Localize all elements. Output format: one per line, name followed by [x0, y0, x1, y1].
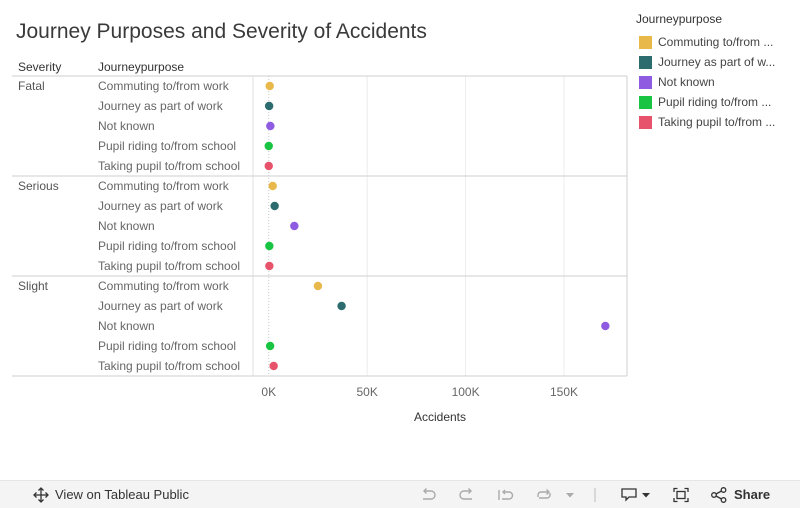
legend-swatch	[639, 75, 652, 89]
fullscreen-button[interactable]	[672, 481, 690, 508]
data-point-slight-3	[265, 341, 275, 351]
revert-button[interactable]	[497, 481, 515, 508]
purpose-label: Journey as part of work	[98, 199, 224, 213]
move-icon	[33, 486, 49, 503]
data-point-slight-1	[337, 301, 346, 311]
purpose-label: Not known	[98, 119, 155, 133]
caret-down-icon	[566, 492, 574, 497]
x-tick-label: 0K	[261, 385, 276, 399]
refresh-icon	[537, 488, 551, 499]
x-axis-title: Accidents	[414, 410, 466, 424]
redo-icon	[459, 487, 472, 500]
share-icon	[711, 486, 727, 503]
journeypurpose-header: Journeypurpose	[98, 60, 184, 74]
purpose-label: Commuting to/from work	[98, 79, 230, 93]
legend: Journeypurpose Commuting to/from ... Jour…	[636, 12, 796, 132]
purpose-label: Pupil riding to/from school	[98, 239, 236, 253]
chart-title: Journey Purposes and Severity of Acciden…	[16, 20, 427, 43]
redo-button[interactable]	[458, 481, 476, 508]
severity-header: Severity	[18, 60, 61, 74]
fullscreen-icon	[673, 487, 689, 502]
dot-plot-chart: Severity Journeypurpose Fatal Commuting to/…	[12, 60, 628, 424]
legend-title: Journeypurpose	[636, 12, 723, 26]
undo-button[interactable]	[419, 481, 437, 508]
legend-swatch	[639, 115, 652, 129]
data-point-serious-3	[265, 241, 274, 251]
severity-label-fatal: Fatal	[18, 79, 45, 93]
share-label: Share	[734, 487, 771, 502]
legend-label: Journey as part of w...	[658, 55, 776, 69]
severity-label-slight: Slight	[18, 279, 49, 293]
data-point-slight-0	[313, 281, 323, 291]
legend-item[interactable]: Taking pupil to/from ...	[636, 112, 796, 132]
data-point-fatal-4	[264, 161, 273, 171]
purpose-label: Commuting to/from work	[98, 179, 230, 193]
legend-item[interactable]: Not known	[636, 72, 796, 92]
share-button[interactable]: Share	[710, 481, 770, 508]
purpose-label: Commuting to/from work	[98, 279, 230, 293]
x-tick-label: 50K	[356, 385, 377, 399]
x-tick-label: 150K	[550, 385, 578, 399]
data-point-serious-0	[268, 181, 277, 191]
refresh-dropdown[interactable]	[565, 481, 575, 508]
legend-label: Pupil riding to/from ...	[658, 95, 772, 109]
toolbar: View on Tableau Public	[0, 480, 800, 508]
data-point-slight-4	[269, 361, 278, 371]
legend-swatch	[639, 95, 652, 109]
data-point-fatal-2	[266, 121, 275, 131]
toolbar-divider	[594, 481, 596, 508]
comment-button[interactable]	[620, 481, 652, 508]
x-tick-label: 100K	[452, 385, 480, 399]
purpose-label: Not known	[98, 319, 155, 333]
purpose-label: Journey as part of work	[98, 299, 224, 313]
data-point-fatal-3	[264, 141, 273, 151]
data-point-serious-4	[265, 261, 274, 271]
legend-swatch	[639, 55, 652, 69]
severity-label-serious: Serious	[18, 179, 59, 193]
view-on-tableau-label: View on Tableau Public	[55, 487, 189, 502]
purpose-label: Not known	[98, 219, 155, 233]
purpose-label: Taking pupil to/from school	[98, 259, 240, 273]
purpose-label: Taking pupil to/from school	[98, 359, 240, 373]
refresh-button[interactable]	[535, 481, 553, 508]
legend-swatch	[639, 35, 652, 49]
data-point-fatal-1	[264, 101, 274, 111]
revert-icon	[498, 489, 514, 500]
legend-item[interactable]: Commuting to/from ...	[636, 32, 796, 52]
data-point-fatal-0	[265, 81, 274, 91]
data-point-slight-2	[601, 321, 610, 331]
comment-icon	[621, 487, 637, 502]
data-point-serious-2	[290, 221, 299, 231]
purpose-label: Journey as part of work	[98, 99, 224, 113]
view-on-tableau-button[interactable]: View on Tableau Public	[33, 481, 189, 508]
undo-icon	[423, 487, 436, 500]
legend-item[interactable]: Journey as part of w...	[636, 52, 796, 72]
purpose-label: Taking pupil to/from school	[98, 159, 240, 173]
purpose-label: Pupil riding to/from school	[98, 139, 236, 153]
legend-label: Not known	[658, 75, 715, 89]
legend-label: Taking pupil to/from ...	[658, 115, 776, 129]
caret-down-icon	[642, 492, 650, 497]
legend-label: Commuting to/from ...	[658, 35, 774, 49]
legend-item[interactable]: Pupil riding to/from ...	[636, 92, 796, 112]
purpose-label: Pupil riding to/from school	[98, 339, 236, 353]
data-point-serious-1	[270, 201, 279, 211]
